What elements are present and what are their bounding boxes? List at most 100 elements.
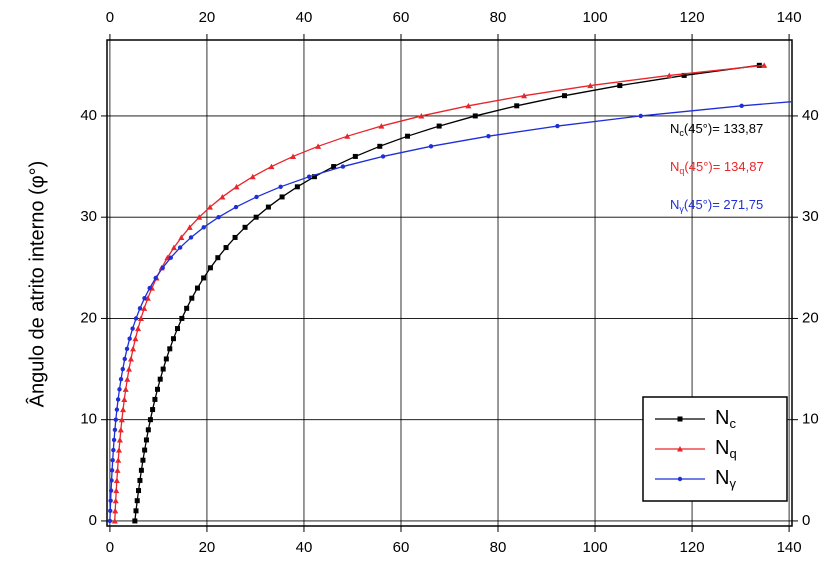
- annotation: Nγ(45°)= 271,75: [670, 197, 763, 214]
- marker: [115, 457, 122, 463]
- marker: [155, 386, 161, 392]
- annotation: Nc(45°)= 133,87: [670, 121, 763, 138]
- marker: [249, 173, 256, 180]
- marker: [113, 477, 120, 483]
- x-tick-label: 100: [583, 539, 608, 556]
- marker: [428, 144, 434, 149]
- annotation-sub: q: [679, 166, 684, 176]
- marker: [268, 163, 275, 170]
- marker: [380, 154, 386, 159]
- marker: [177, 245, 183, 250]
- marker: [122, 386, 129, 392]
- marker: [160, 265, 165, 271]
- legend-sub: q: [729, 446, 736, 461]
- legend-name: N: [715, 407, 729, 429]
- marker: [378, 123, 385, 129]
- marker: [120, 366, 125, 372]
- marker: [486, 133, 491, 139]
- marker: [242, 224, 248, 230]
- marker: [109, 478, 114, 483]
- x-top-tick-label: 120: [680, 9, 705, 26]
- annotation-sub: γ: [679, 204, 684, 214]
- y-right-tick-label: 10: [802, 411, 819, 428]
- marker: [152, 396, 158, 402]
- marker: [121, 396, 128, 402]
- marker: [124, 346, 130, 352]
- series-line: [109, 101, 792, 521]
- y-right-tick-label: 40: [802, 107, 819, 124]
- marker: [170, 336, 176, 342]
- annotation-symbol: N: [670, 159, 679, 174]
- y-tick-label: 30: [80, 208, 97, 225]
- y-right-tick-label: 30: [802, 208, 819, 225]
- marker: [677, 476, 683, 482]
- marker: [232, 234, 238, 240]
- marker: [147, 417, 153, 423]
- marker: [315, 143, 322, 149]
- marker: [115, 397, 121, 402]
- marker: [109, 468, 115, 473]
- marker: [290, 153, 297, 159]
- marker: [254, 194, 259, 200]
- y-tick-label: 0: [89, 512, 97, 529]
- marker: [113, 487, 120, 494]
- marker: [118, 376, 124, 382]
- marker: [216, 214, 221, 220]
- marker: [167, 346, 173, 352]
- marker: [110, 457, 115, 463]
- x-top-tick-label: 100: [583, 9, 608, 26]
- marker: [521, 92, 528, 99]
- marker: [108, 498, 113, 503]
- marker: [677, 416, 683, 422]
- marker: [112, 507, 119, 514]
- marker: [279, 194, 285, 200]
- marker: [113, 417, 119, 422]
- marker: [142, 447, 148, 453]
- marker: [215, 255, 221, 261]
- marker: [138, 467, 144, 473]
- marker: [418, 112, 425, 119]
- marker: [111, 517, 118, 524]
- legend-sub: γ: [729, 476, 736, 491]
- marker: [160, 366, 166, 372]
- marker: [186, 224, 193, 230]
- marker: [118, 416, 125, 423]
- marker: [233, 204, 239, 210]
- x-tick-label: 80: [490, 539, 507, 556]
- x-top-tick-label: 20: [199, 9, 216, 26]
- marker: [681, 72, 687, 78]
- marker: [233, 183, 240, 190]
- annotation: Nq(45°)= 134,87: [670, 159, 764, 176]
- marker: [116, 436, 123, 443]
- marker: [163, 356, 169, 362]
- marker: [170, 244, 177, 251]
- marker: [188, 235, 194, 240]
- x-tick-label: 120: [680, 539, 705, 556]
- y-right-tick-label: 0: [802, 512, 810, 529]
- plot-frame: [106, 39, 793, 527]
- marker: [562, 93, 568, 99]
- marker: [201, 275, 207, 281]
- marker: [137, 315, 144, 321]
- x-tick-label: 140: [777, 539, 802, 556]
- marker: [184, 305, 190, 311]
- marker: [114, 467, 121, 473]
- marker: [201, 225, 206, 230]
- marker: [278, 184, 283, 190]
- marker: [157, 376, 163, 382]
- marker: [666, 72, 673, 78]
- y-axis-label: Ângulo de atrito interno (φ°): [25, 161, 48, 408]
- marker: [638, 113, 643, 119]
- marker: [265, 204, 271, 210]
- marker: [331, 164, 337, 170]
- marker: [117, 387, 122, 392]
- marker: [168, 255, 173, 260]
- y-right-tick-label: 20: [802, 309, 819, 326]
- marker: [150, 407, 156, 413]
- marker: [253, 214, 259, 220]
- marker: [223, 245, 229, 251]
- marker: [140, 457, 146, 463]
- marker: [179, 315, 185, 321]
- x-tick-label: 20: [199, 539, 216, 556]
- annotation-sub: c: [679, 128, 684, 138]
